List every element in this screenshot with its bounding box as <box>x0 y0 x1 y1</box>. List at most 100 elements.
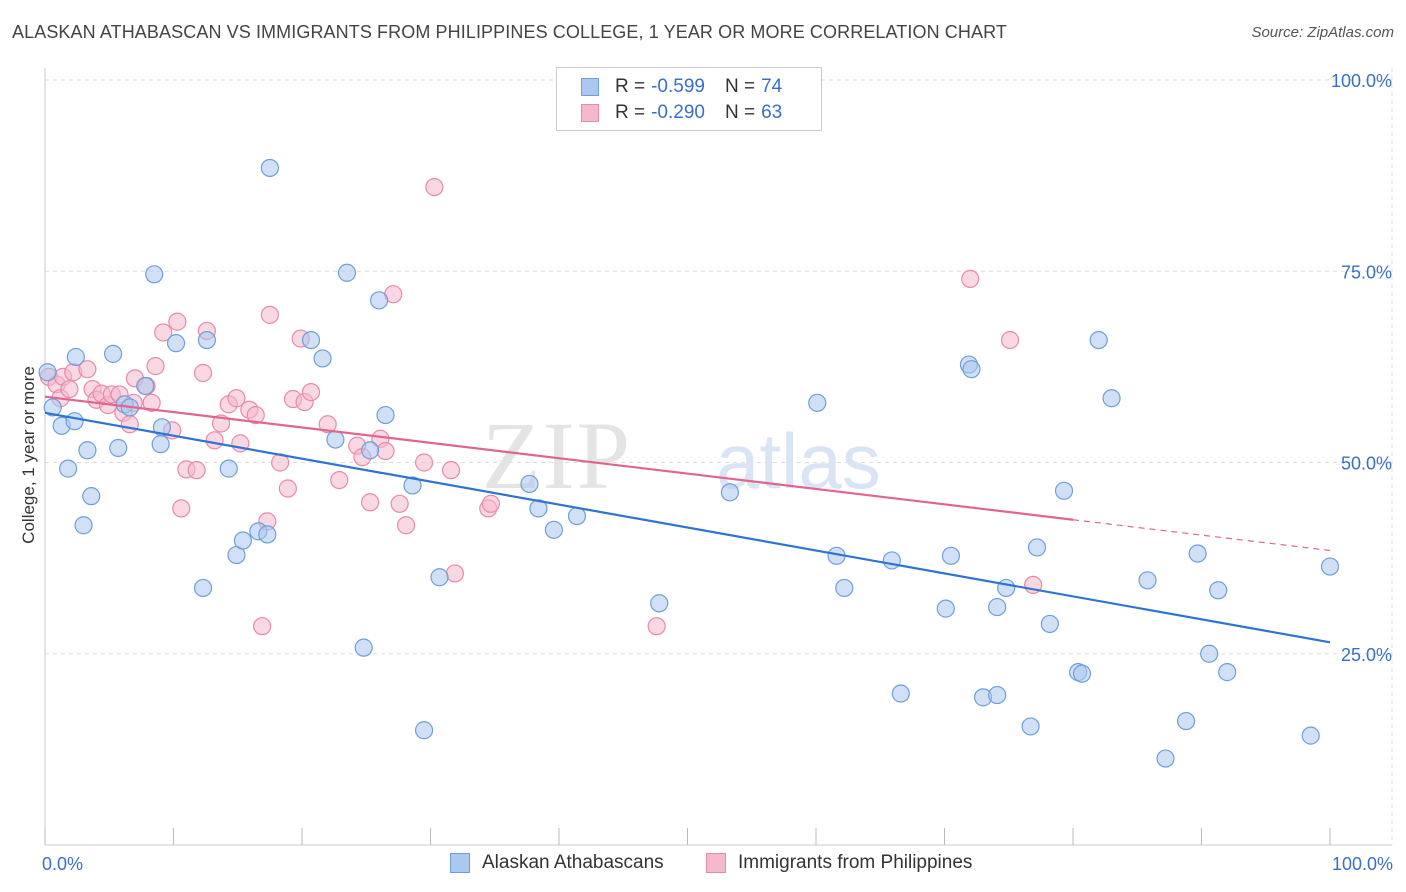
legend-swatch-pink <box>706 853 726 873</box>
legend-row-athabascans: R = -0.599 N = 74 <box>581 75 782 99</box>
data-point-athabascans <box>136 376 155 396</box>
data-point-athabascans <box>376 405 395 425</box>
data-point-philippines <box>246 405 265 425</box>
tick-labels: 25.0% 50.0% 75.0% 100.0% 0.0% 100.0% <box>42 71 1393 874</box>
data-point-athabascans <box>544 520 563 539</box>
legend-n-value: 63 <box>761 102 783 123</box>
data-point-philippines <box>142 393 161 412</box>
data-point-athabascans <box>65 412 84 431</box>
data-point-athabascans <box>43 398 62 417</box>
legend-swatch-pink <box>581 104 599 122</box>
data-point-athabascans <box>835 578 854 598</box>
data-point-athabascans <box>1089 331 1108 350</box>
watermark-zip: ZIP <box>482 402 632 509</box>
data-point-philippines <box>425 178 444 197</box>
correlation-legend: R = -0.599 N = 74 R = -0.290 N = 63 <box>556 67 822 131</box>
legend-item-athabascans: Alaskan Athabascans <box>450 852 664 874</box>
legend-label-athabascans: Alaskan Athabascans <box>482 852 664 873</box>
data-point-philippines <box>227 389 246 408</box>
data-point-athabascans <box>650 594 669 613</box>
data-point-athabascans <box>145 265 164 284</box>
legend-n-label: N = <box>724 76 756 97</box>
data-point-athabascans <box>193 578 213 598</box>
data-point-philippines <box>961 269 980 288</box>
data-point-philippines <box>78 360 97 379</box>
data-point-athabascans <box>197 331 217 350</box>
chart-title: ALASKAN ATHABASCAN VS IMMIGRANTS FROM PH… <box>12 22 1007 42</box>
data-point-athabascans <box>260 158 279 178</box>
data-point-philippines <box>168 312 187 331</box>
data-point-athabascans <box>1188 544 1207 563</box>
data-point-philippines <box>60 379 79 399</box>
data-point-athabascans <box>988 685 1007 705</box>
data-point-philippines <box>1000 331 1020 350</box>
data-point-philippines <box>318 415 337 434</box>
data-point-philippines <box>120 415 139 434</box>
legend-item-philippines: Immigrants from Philippines <box>706 852 972 874</box>
data-point-athabascans <box>936 599 955 618</box>
data-point-philippines <box>647 617 666 636</box>
data-point-athabascans <box>997 578 1016 598</box>
data-point-athabascans <box>166 334 186 353</box>
data-point-philippines <box>361 493 380 512</box>
data-point-athabascans <box>1200 644 1219 663</box>
data-point-athabascans <box>941 546 961 565</box>
data-point-athabascans <box>78 441 97 460</box>
data-point-athabascans <box>1072 664 1092 683</box>
data-point-athabascans <box>962 360 981 379</box>
data-point-athabascans <box>414 721 434 740</box>
data-point-philippines <box>253 617 272 636</box>
data-point-philippines <box>396 516 416 535</box>
data-point-athabascans <box>1176 711 1196 731</box>
data-point-philippines <box>301 383 321 402</box>
data-point-philippines <box>187 461 206 480</box>
data-point-athabascans <box>151 435 170 454</box>
y-tick-label: 25.0% <box>1341 645 1392 665</box>
legend-r-label: R = <box>615 76 646 97</box>
data-point-athabascans <box>403 476 422 495</box>
data-point-philippines <box>154 323 173 342</box>
data-point-philippines <box>481 494 500 513</box>
data-point-athabascans <box>1138 571 1157 590</box>
series-legend: Alaskan Athabascans Immigrants from Phil… <box>0 852 1406 876</box>
data-point-athabascans <box>233 531 252 550</box>
data-point-athabascans <box>354 638 373 657</box>
axes <box>44 68 1392 846</box>
data-point-philippines <box>390 494 409 513</box>
data-point-athabascans <box>1218 663 1237 682</box>
data-point-philippines <box>441 461 461 480</box>
data-point-athabascans <box>66 347 85 367</box>
y-tick-label: 100.0% <box>1331 71 1392 91</box>
data-point-athabascans <box>361 441 380 460</box>
data-point-athabascans <box>430 568 449 587</box>
data-point-athabascans <box>1156 749 1175 768</box>
y-tick-label: 75.0% <box>1341 262 1392 282</box>
legend-n-value: 74 <box>761 76 783 97</box>
data-point-philippines <box>445 564 465 583</box>
data-point-athabascans <box>219 459 238 478</box>
data-point-philippines <box>193 363 213 383</box>
data-point-athabascans <box>1054 481 1074 500</box>
data-point-athabascans <box>988 597 1007 617</box>
data-point-athabascans <box>313 349 332 368</box>
data-point-athabascans <box>301 331 321 350</box>
data-point-athabascans <box>326 430 345 449</box>
legend-label-philippines: Immigrants from Philippines <box>738 852 973 873</box>
data-point-philippines <box>205 431 224 450</box>
legend-r-value: -0.290 <box>651 102 705 123</box>
data-point-athabascans <box>82 487 101 506</box>
watermark: ZIP atlas <box>482 402 881 509</box>
data-point-athabascans <box>1209 581 1228 600</box>
data-point-athabascans <box>1027 538 1047 557</box>
trend-line-athabascans <box>44 411 1331 644</box>
data-point-philippines <box>376 441 395 461</box>
data-point-athabascans <box>370 291 389 310</box>
data-point-philippines <box>278 479 297 498</box>
legend-n-label: N = <box>724 102 756 123</box>
data-point-athabascans <box>1102 389 1121 408</box>
data-point-athabascans <box>74 516 93 535</box>
data-point-athabascans <box>337 263 357 282</box>
data-point-athabascans <box>808 393 827 412</box>
data-point-athabascans <box>1021 717 1040 736</box>
